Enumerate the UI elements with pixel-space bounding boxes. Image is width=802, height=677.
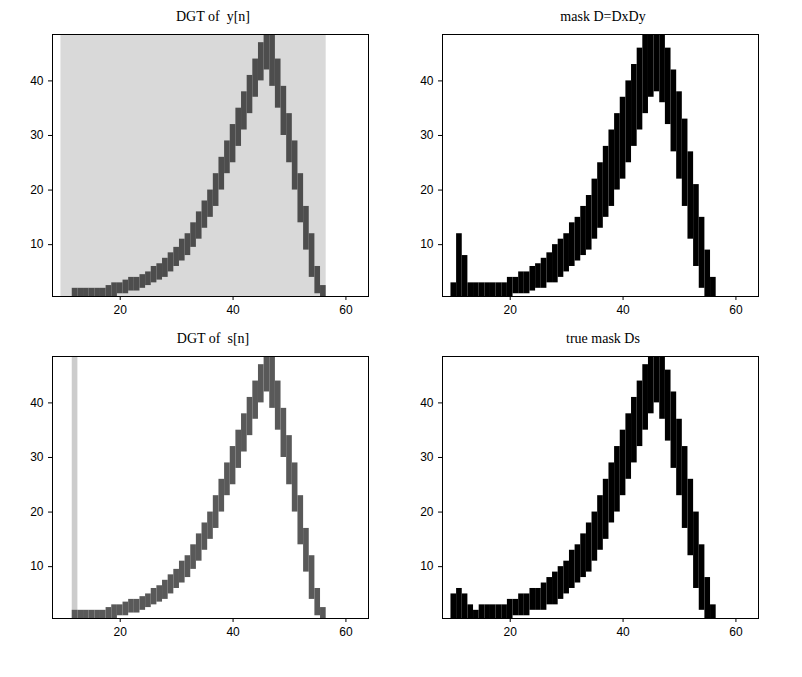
svg-text:10: 10 (30, 237, 44, 251)
svg-text:40: 40 (420, 74, 434, 88)
svg-text:30: 30 (30, 128, 44, 142)
svg-text:10: 10 (30, 559, 44, 573)
svg-text:10: 10 (420, 559, 434, 573)
svg-text:60: 60 (729, 303, 743, 317)
html-text:DGT of y[n]: DGT of y[n] (176, 9, 250, 24)
svg-text:20: 20 (504, 625, 518, 639)
svg-text:30: 30 (420, 128, 434, 142)
svg-text:60: 60 (339, 625, 353, 639)
svg-text:20: 20 (420, 183, 434, 197)
svg-text:60: 60 (339, 303, 353, 317)
svg-text:20: 20 (420, 505, 434, 519)
html-text:mask D=DxDy: mask D=DxDy (560, 9, 646, 24)
svg-text:40: 40 (226, 303, 240, 317)
svg-text:30: 30 (420, 450, 434, 464)
svg-text:40: 40 (616, 303, 630, 317)
svg-text:20: 20 (114, 625, 128, 639)
svg-text:10: 10 (420, 237, 434, 251)
svg-text:60: 60 (729, 625, 743, 639)
svg-text:40: 40 (30, 396, 44, 410)
svg-text:20: 20 (30, 505, 44, 519)
svg-text:40: 40 (616, 625, 630, 639)
svg-text:20: 20 (30, 183, 44, 197)
svg-text:40: 40 (420, 396, 434, 410)
svg-text:30: 30 (30, 450, 44, 464)
html-text:DGT of s[n]: DGT of s[n] (176, 331, 250, 346)
svg-text:20: 20 (504, 303, 518, 317)
svg-text:40: 40 (226, 625, 240, 639)
svg-text:20: 20 (114, 303, 128, 317)
svg-text:40: 40 (30, 74, 44, 88)
html-text:true mask Ds: true mask Ds (566, 331, 640, 346)
